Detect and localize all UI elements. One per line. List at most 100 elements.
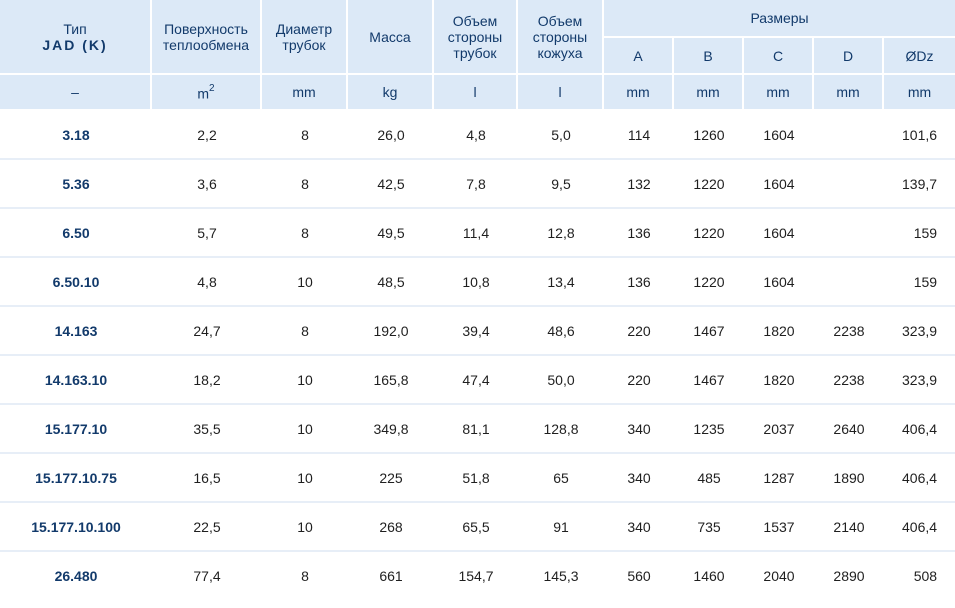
header-shell-volume-line2: стороны <box>532 28 588 45</box>
cell-a: 340 <box>604 503 674 552</box>
cell-a: 136 <box>604 209 674 258</box>
unit-a: mm <box>604 75 674 111</box>
cell-shell-volume: 50,0 <box>518 356 604 405</box>
cell-d: 2238 <box>814 307 884 356</box>
cell-diameter: 8 <box>262 307 348 356</box>
table-row: 15.177.10 35,5 10 349,8 81,1 128,8 340 1… <box>0 405 955 454</box>
cell-diameter: 10 <box>262 454 348 503</box>
cell-mass: 48,5 <box>348 258 434 307</box>
cell-c: 1537 <box>744 503 814 552</box>
header-surface-line2: теплообмена <box>162 36 250 53</box>
cell-b: 1220 <box>674 160 744 209</box>
table-row: 3.18 2,2 8 26,0 4,8 5,0 114 1260 1604 10… <box>0 111 955 160</box>
cell-d <box>814 209 884 258</box>
cell-shell-volume: 5,0 <box>518 111 604 160</box>
header-dim-dz: ØDz <box>884 38 955 75</box>
cell-tube-volume: 47,4 <box>434 356 518 405</box>
cell-dz: 406,4 <box>884 503 955 552</box>
cell-a: 220 <box>604 307 674 356</box>
cell-b: 1260 <box>674 111 744 160</box>
unit-tube-volume: l <box>434 75 518 111</box>
cell-b: 1220 <box>674 258 744 307</box>
cell-shell-volume: 9,5 <box>518 160 604 209</box>
table-row: 15.177.10.75 16,5 10 225 51,8 65 340 485… <box>0 454 955 503</box>
cell-shell-volume: 12,8 <box>518 209 604 258</box>
header-diameter-line1: Диаметр <box>275 20 333 37</box>
cell-surface: 18,2 <box>152 356 262 405</box>
cell-b: 1460 <box>693 568 725 584</box>
table-body: 3.18 2,2 8 26,0 4,8 5,0 114 1260 1604 10… <box>0 111 955 600</box>
cell-shell-volume: 65 <box>518 454 604 503</box>
cell-tube-volume: 154,7 <box>458 568 494 584</box>
unit-surface-base: m <box>197 85 210 102</box>
unit-type: – <box>0 75 152 111</box>
table-row: 15.177.10.100 22,5 10 268 65,5 91 340 73… <box>0 503 955 552</box>
header-dim-d: D <box>814 38 884 75</box>
cell-tube-volume: 10,8 <box>434 258 518 307</box>
cell-b: 1235 <box>674 405 744 454</box>
cell-mass: 225 <box>348 454 434 503</box>
cell-d <box>814 111 884 160</box>
cell-c: 1604 <box>744 209 814 258</box>
header-dim-a: A <box>604 38 674 75</box>
cell-d: 2890 <box>833 568 865 584</box>
cell-type: 15.177.10 <box>0 405 152 454</box>
cell-mass: 192,0 <box>348 307 434 356</box>
cell-tube-volume: 51,8 <box>434 454 518 503</box>
header-shell-volume: Объем стороны кожуха <box>518 0 604 75</box>
cell-dz: 139,7 <box>884 160 955 209</box>
header-type-label: Тип <box>63 20 87 37</box>
unit-mass: kg <box>348 75 434 111</box>
unit-dz: mm <box>884 75 955 111</box>
cell-type: 14.163 <box>0 307 152 356</box>
cell-type: 26.480 <box>54 568 98 584</box>
table-row: 6.50 5,7 8 49,5 11,4 12,8 136 1220 1604 … <box>0 209 955 258</box>
cell-surface: 77,4 <box>193 568 221 584</box>
cell-shell-volume: 128,8 <box>518 405 604 454</box>
cell-c: 1604 <box>744 160 814 209</box>
unit-c: mm <box>744 75 814 111</box>
cell-shell-volume: 145,3 <box>543 568 579 584</box>
cell-shell-volume: 13,4 <box>518 258 604 307</box>
header-row-main: Тип JAD (K) Поверхность теплообмена Диам… <box>0 0 955 75</box>
cell-tube-volume: 11,4 <box>434 209 518 258</box>
cell-mass: 49,5 <box>348 209 434 258</box>
header-tube-volume: Объем стороны трубок <box>434 0 518 75</box>
cell-dz: 323,9 <box>884 356 955 405</box>
header-surface: Поверхность теплообмена <box>152 0 262 75</box>
cell-diameter: 8 <box>262 209 348 258</box>
cell-surface: 2,2 <box>152 111 262 160</box>
cell-c: 2037 <box>744 405 814 454</box>
unit-diameter: mm <box>262 75 348 111</box>
header-dim-b: B <box>674 38 744 75</box>
cell-surface: 3,6 <box>152 160 262 209</box>
cell-b: 1467 <box>674 356 744 405</box>
cell-a: 136 <box>604 258 674 307</box>
cell-a: 340 <box>604 405 674 454</box>
cell-tube-volume: 4,8 <box>434 111 518 160</box>
cell-c: 1604 <box>744 258 814 307</box>
cell-a: 560 <box>627 568 651 584</box>
cell-dz: 406,4 <box>884 405 955 454</box>
cell-diameter: 10 <box>262 356 348 405</box>
header-dim-c: C <box>744 38 814 75</box>
cell-tube-volume: 7,8 <box>434 160 518 209</box>
cell-tube-volume: 65,5 <box>434 503 518 552</box>
cell-d: 2140 <box>814 503 884 552</box>
unit-shell-volume: l <box>518 75 604 111</box>
table-row: 5.36 3,6 8 42,5 7,8 9,5 132 1220 1604 13… <box>0 160 955 209</box>
cell-dz: 159 <box>884 209 955 258</box>
cell-dz: 101,6 <box>884 111 955 160</box>
cell-type: 5.36 <box>0 160 152 209</box>
header-shell-volume-line3: кожуха <box>537 44 583 61</box>
cell-mass: 165,8 <box>348 356 434 405</box>
header-diameter-line2: трубок <box>282 36 326 53</box>
cell-a: 114 <box>604 111 674 160</box>
cell-b: 485 <box>674 454 744 503</box>
cell-surface: 35,5 <box>152 405 262 454</box>
cell-surface: 16,5 <box>152 454 262 503</box>
cell-c: 1604 <box>744 111 814 160</box>
cell-b: 735 <box>674 503 744 552</box>
cell-diameter: 8 <box>262 111 348 160</box>
